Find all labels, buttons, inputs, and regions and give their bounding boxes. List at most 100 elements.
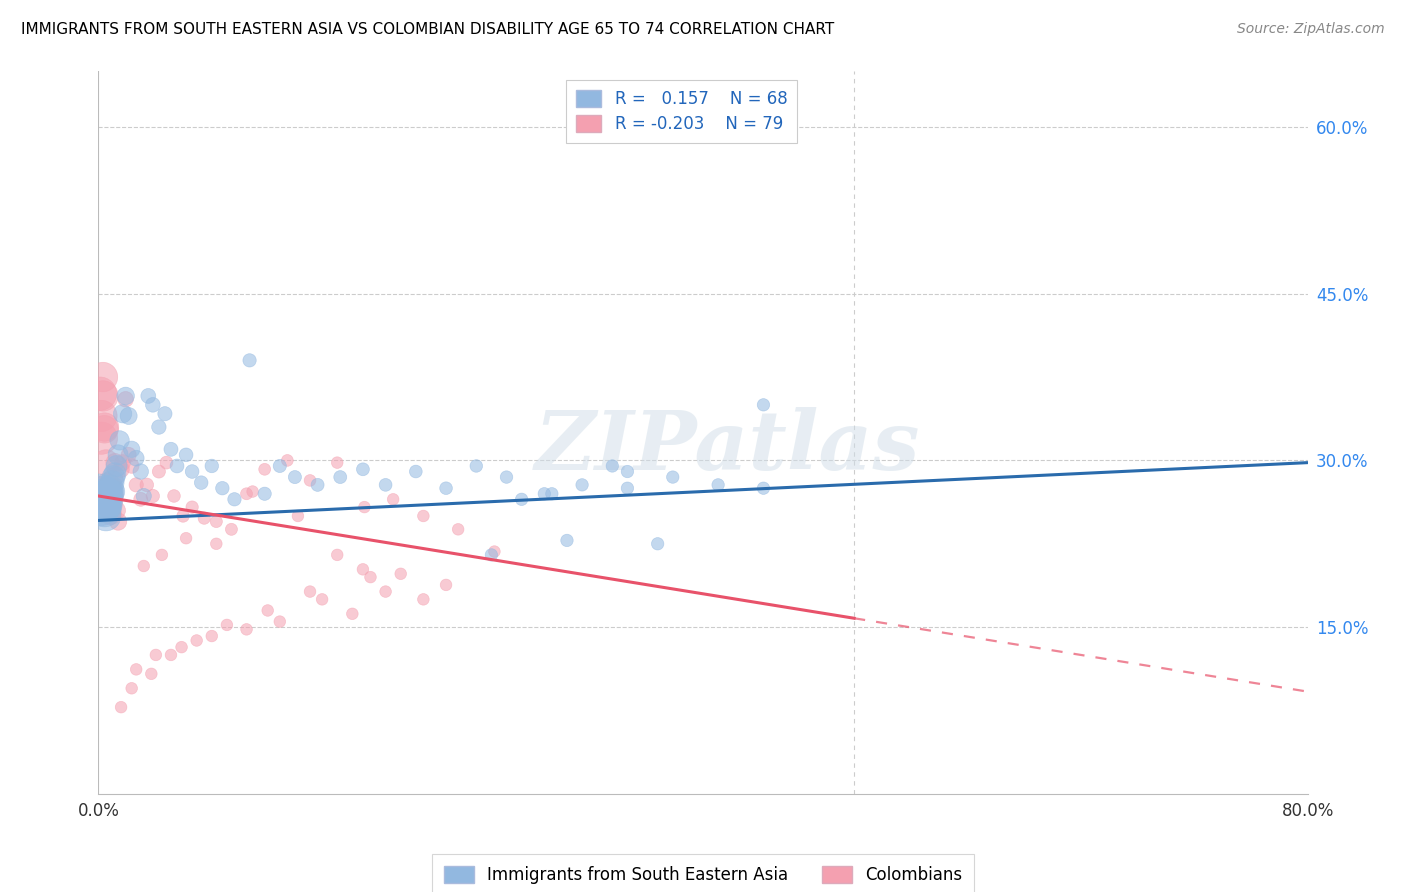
Point [174,531,197,545]
Text: IMMIGRANTS FROM SOUTH EASTERN ASIA VS COLOMBIAN DISABILITY AGE 65 TO 74 CORRELAT: IMMIGRANTS FROM SOUTH EASTERN ASIA VS CO… [21,22,834,37]
Point [121,442,143,457]
Point [382,492,405,507]
Point [201,629,224,643]
Point [172,508,194,523]
Point [374,478,396,492]
Point [326,456,349,470]
Point [111,456,134,470]
Point [616,481,638,495]
Point [114,392,136,407]
Point [148,420,170,434]
Point [104,456,127,470]
Point [326,548,349,562]
Point [93,422,115,436]
Point [91,489,114,503]
Point [707,478,730,492]
Point [434,481,457,495]
Point [132,559,155,574]
Point [100,478,122,492]
Point [114,389,136,403]
Point [129,492,152,507]
Point [94,456,117,470]
Point [103,470,125,484]
Point [170,640,193,655]
Point [299,584,322,599]
Point [533,487,555,501]
Point [329,470,352,484]
Point [104,467,127,481]
Point [163,489,186,503]
Point [94,508,117,523]
Text: Source: ZipAtlas.com: Source: ZipAtlas.com [1237,22,1385,37]
Point [136,389,159,403]
Point [186,633,208,648]
Point [276,453,298,467]
Point [495,470,517,484]
Point [311,592,333,607]
Point [360,570,382,584]
Point [284,470,307,484]
Point [616,465,638,479]
Point [96,489,118,503]
Point [94,492,117,507]
Point [434,578,457,592]
Point [481,548,503,562]
Point [96,478,118,492]
Point [125,478,148,492]
Point [287,508,309,523]
Point [150,548,173,562]
Point [90,492,112,507]
Point [353,500,375,514]
Point [89,487,111,501]
Point [105,458,128,473]
Point [374,584,396,599]
Point [752,481,775,495]
Point [190,475,212,490]
Point [142,489,165,503]
Point [132,489,155,503]
Point [121,681,143,696]
Point [193,511,215,525]
Point [269,615,291,629]
Point [181,465,204,479]
Point [602,458,624,473]
Point [118,409,141,423]
Point [103,470,125,484]
Point [89,386,111,401]
Point [101,475,124,490]
Point [235,623,257,637]
Point [571,478,593,492]
Point [90,409,112,423]
Point [94,489,117,503]
Point [93,484,115,499]
Point [647,537,669,551]
Point [125,662,148,676]
Point [253,487,276,501]
Point [98,487,121,501]
Point [93,420,115,434]
Point [510,492,533,507]
Point [389,566,412,581]
Point [752,398,775,412]
Point [98,498,121,512]
Point [101,481,124,495]
Point [174,448,197,462]
Point [352,562,374,576]
Point [90,431,112,445]
Point [110,462,132,476]
Point [89,487,111,501]
Point [201,458,224,473]
Point [93,503,115,517]
Legend: Immigrants from South Eastern Asia, Colombians: Immigrants from South Eastern Asia, Colo… [432,855,974,892]
Point [412,592,434,607]
Point [221,522,243,536]
Point [103,484,125,499]
Point [110,700,132,714]
Point [91,498,114,512]
Point [540,487,562,501]
Point [155,456,177,470]
Point [342,607,364,621]
Point [405,465,427,479]
Point [96,500,118,514]
Point [111,407,134,421]
